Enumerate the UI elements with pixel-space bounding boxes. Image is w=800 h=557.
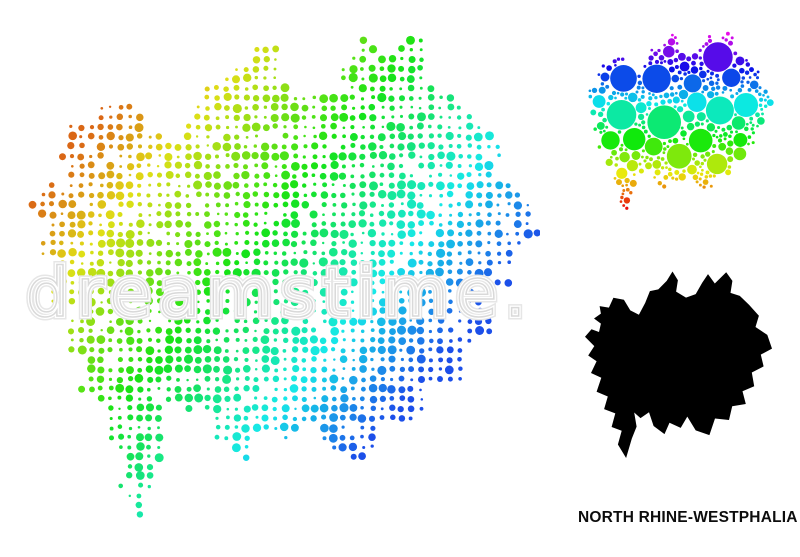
solid-map-silhouette xyxy=(585,271,772,458)
mosaic-circle-map xyxy=(588,31,774,210)
map-title-caption: NORTH RHINE-WESTPHALIA xyxy=(578,509,798,526)
spectrum-dotted-map xyxy=(28,35,540,518)
